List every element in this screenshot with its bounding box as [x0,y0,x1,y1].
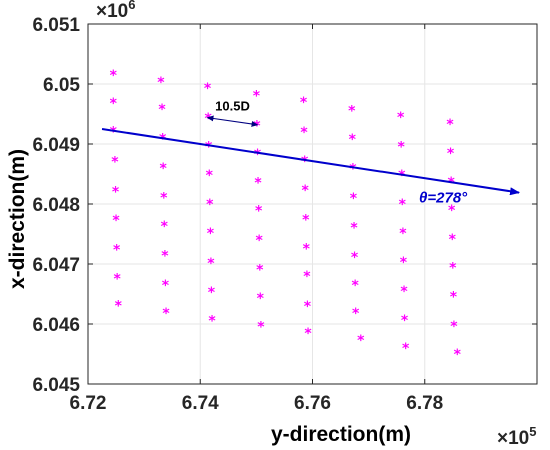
spacing-label: 10.5D [215,99,250,114]
turbine-marker: * [349,132,357,148]
turbine-marker: * [351,250,359,266]
turbine-marker: * [159,132,167,148]
turbine-marker: * [448,203,456,219]
turbine-marker: * [113,243,121,259]
turbine-marker: * [160,161,168,177]
axis-ticks: 6.72 6.74 6.76 6.78 6.045 6.046 6.047 6.048 6.04… [32,15,537,414]
turbine-marker: * [204,81,212,97]
y-tick-label: 6.047 [32,255,80,276]
turbine-marker: * [302,213,310,229]
wind-direction-arrow [101,128,521,196]
x-axis-title: y-direction(m) [271,423,411,446]
turbine-marker: * [255,204,263,220]
turbine-marker: * [112,184,120,200]
turbine-marker: * [402,341,410,357]
turbine-marker: * [397,110,405,126]
spacing-arrow [206,115,259,127]
y-axis-title: x-direction(m) [6,149,29,289]
turbine-marker: * [257,291,265,307]
turbine-marker: * [256,233,264,249]
turbine-marker: * [302,183,310,199]
y-exponent: ×106 [96,0,135,22]
turbine-marker: * [348,103,356,119]
y-tick-label: 6.046 [32,315,80,336]
turbine-marker: * [207,256,215,272]
turbine-marker: * [110,68,118,84]
turbine-marker: * [399,197,407,213]
turbine-marker: * [204,111,212,127]
y-tick-label: 6.048 [32,195,80,216]
turbine-marker: * [110,96,118,112]
turbine-marker: * [352,306,360,322]
turbine-marker: * [399,226,407,242]
turbine-marker: * [450,319,458,335]
turbine-marker: * [207,226,215,242]
turbine-marker: * [400,284,408,300]
turbine-marker: * [449,232,457,248]
turbine-marker: * [256,262,264,278]
turbine-marker: * [357,333,365,349]
turbine-marker: * [253,118,261,134]
turbine-marker: * [303,269,311,285]
turbine-marker: * [208,313,216,329]
turbine-marker: * [160,190,168,206]
x-tick-label: 6.76 [294,393,331,414]
turbine-marker: * [447,146,455,162]
turbine-marker: * [114,271,122,287]
turbine-marker: * [398,139,406,155]
y-tick-label: 6.049 [32,135,80,156]
wind-direction-label: θ=278° [419,190,468,207]
turbine-marker: * [110,124,118,140]
turbine-marker: * [300,95,308,111]
turbine-marker: * [162,278,170,294]
x-tick-label: 6.78 [406,393,443,414]
y-exponent-base: ×10 [96,1,128,22]
turbine-marker: * [449,261,457,277]
turbine-marker: * [398,168,406,184]
turbine-marker: * [112,213,120,229]
y-tick-label: 6.051 [32,15,80,36]
turbine-markers: * * * * * * * * * * * * * * * * * * * * * * * * * * * * * * * * * * * * * * * *… [110,68,462,363]
annotations: θ=278° 10.5D [101,99,521,207]
turbine-marker: * [205,139,213,155]
turbine-marker: * [208,285,216,301]
turbine-marker: * [450,289,458,305]
y-tick-label: 6.045 [32,375,80,396]
turbine-marker: * [304,326,312,342]
turbine-marker: * [303,241,311,257]
turbine-marker: * [401,313,409,329]
turbine-marker: * [349,162,357,178]
turbine-marker: * [206,197,214,213]
y-exponent-power: 6 [128,0,135,12]
turbine-marker: * [162,306,170,322]
turbine-marker: * [454,347,462,363]
turbine-marker: * [161,249,169,265]
turbine-marker: * [446,117,454,133]
turbine-marker: * [400,255,408,271]
turbine-marker: * [115,298,123,314]
y-tick-label: 6.05 [43,75,80,96]
turbine-marker: * [254,175,262,191]
x-exponent-power: 5 [529,424,536,439]
x-tick-label: 6.72 [70,393,107,414]
turbine-marker: * [350,220,358,236]
turbine-marker: * [254,147,262,163]
turbine-marker: * [161,219,169,235]
x-exponent: ×105 [497,424,536,449]
turbine-marker: * [300,125,308,141]
turbine-marker: * [301,154,309,170]
turbine-marker: * [111,154,119,170]
turbine-marker: * [206,168,214,184]
turbine-marker: * [253,88,261,104]
turbine-marker: * [158,102,166,118]
turbine-marker: * [304,299,312,315]
x-tick-label: 6.74 [182,393,219,414]
turbine-marker: * [350,191,358,207]
turbine-marker: * [351,278,359,294]
x-exponent-base: ×10 [497,428,529,449]
turbine-marker: * [257,319,265,335]
grid-lines [87,23,537,385]
turbine-marker: * [157,75,165,91]
